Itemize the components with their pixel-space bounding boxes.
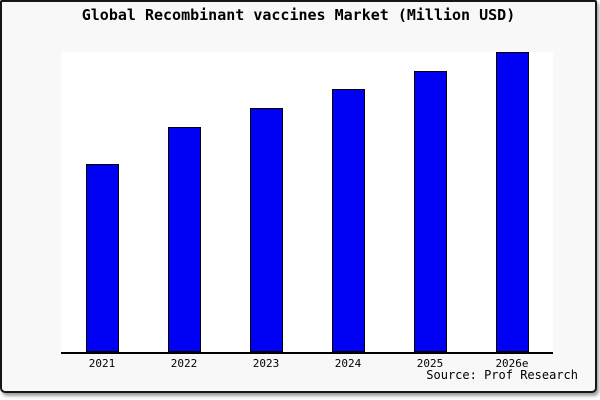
chart-card: Global Recombinant vaccines Market (Mill… <box>0 0 597 393</box>
source-credit: Source: Prof Research <box>426 368 578 382</box>
x-tick-label-2023: 2023 <box>252 357 280 370</box>
bar-2024 <box>331 88 365 352</box>
chart-title: Global Recombinant vaccines Market (Mill… <box>81 6 516 24</box>
bar-2026e <box>495 52 529 352</box>
bar-2025 <box>413 71 447 352</box>
bar-2021 <box>85 163 119 352</box>
x-tick-label-2025: 2025 <box>416 357 444 370</box>
x-axis-labels: 2021 2022 2023 2024 2025 2026e <box>2 2 595 391</box>
x-tick-label-2026e: 2026e <box>495 357 529 370</box>
x-tick-label-2024: 2024 <box>334 357 362 370</box>
bar-2022 <box>167 127 201 352</box>
plot-area <box>61 52 553 354</box>
x-tick-label-2022: 2022 <box>170 357 198 370</box>
x-tick-label-2021: 2021 <box>88 357 116 370</box>
bar-2023 <box>249 107 283 352</box>
